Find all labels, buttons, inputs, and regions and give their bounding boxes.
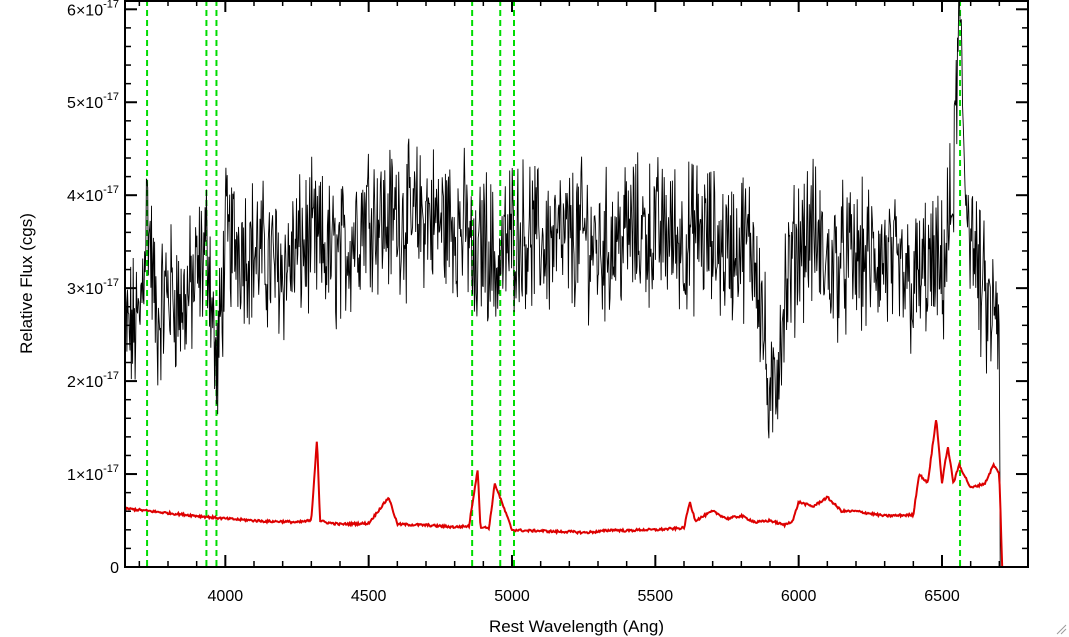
plot-area xyxy=(124,0,1029,568)
x-tick-labels: 4000 4500 5000 5500 6000 6500 xyxy=(208,588,960,605)
x-axis-title: Rest Wavelength (Ang) xyxy=(489,617,664,636)
plot-frame xyxy=(124,0,1029,568)
x-tick-label: 4000 xyxy=(208,588,244,605)
x-tick-label: 4500 xyxy=(351,588,387,605)
y-axis-title: Relative Flux (cgs) xyxy=(17,213,36,354)
resize-grip-icon[interactable] xyxy=(1055,623,1067,635)
series-line-2 xyxy=(124,420,1028,568)
y-tick-label: 1×10-17 xyxy=(67,463,119,484)
series-line-1 xyxy=(124,0,1001,568)
y-tick-label: 2×10-17 xyxy=(67,370,119,391)
y-tick-label: 3×10-17 xyxy=(67,277,119,298)
y-tick-label: 4×10-17 xyxy=(67,184,119,205)
x-tick-label: 6000 xyxy=(781,588,817,605)
y-tick-label: 5×10-17 xyxy=(67,91,119,112)
x-tick-label: 5500 xyxy=(638,588,674,605)
x-tick-label: 5000 xyxy=(494,588,530,605)
axis-ticks xyxy=(125,0,1029,568)
x-tick-label: 6500 xyxy=(924,588,960,605)
y-tick-labels: 0 1×10-17 2×10-17 3×10-17 4×10-17 5×10-17 6×10… xyxy=(67,0,119,577)
y-tick-label: 6×10-17 xyxy=(67,0,119,19)
y-tick-label: 0 xyxy=(110,560,119,577)
data-series xyxy=(124,0,1028,568)
